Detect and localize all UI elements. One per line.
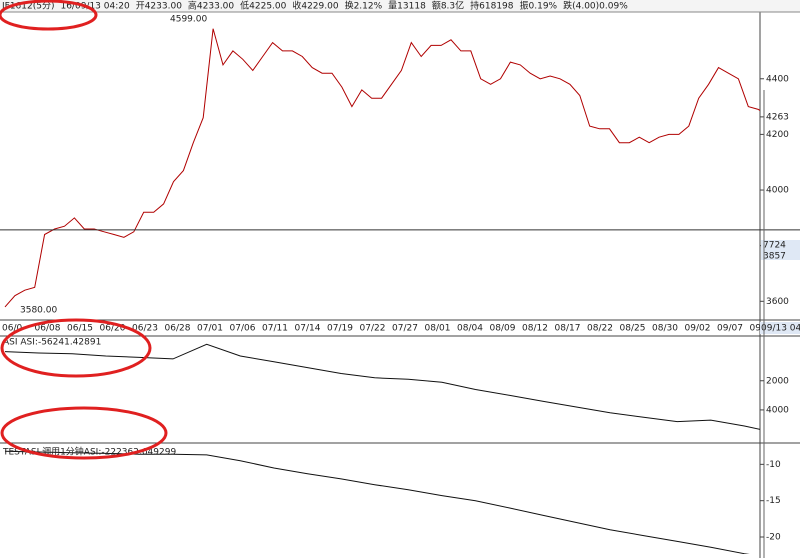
low-label: 3580.00 bbox=[20, 306, 57, 316]
x-tick-label: 08/09 bbox=[490, 324, 516, 334]
y-tick-label: 4000 bbox=[766, 186, 789, 196]
x-tick-label: 06/20 bbox=[100, 324, 126, 334]
series-line bbox=[4, 28, 760, 308]
x-tick-label: 07/06 bbox=[230, 324, 256, 334]
x-tick-label: 07/11 bbox=[262, 324, 288, 334]
annotation-circle bbox=[0, 318, 152, 378]
y-tick-label: 3600 bbox=[766, 297, 789, 307]
series-line bbox=[4, 450, 750, 554]
annotation-circle bbox=[0, 0, 98, 31]
header-field: 高4233.00 bbox=[188, 0, 234, 12]
y-tick-label: -20 bbox=[766, 533, 781, 543]
x-tick-label: 08/04 bbox=[457, 324, 483, 334]
y-tick-label: 4400 bbox=[766, 74, 789, 84]
x-tick-label: 08/22 bbox=[587, 324, 613, 334]
header-field: 持618198 bbox=[470, 0, 514, 12]
x-tick-label: 08/17 bbox=[555, 324, 581, 334]
header-field: 振0.19% bbox=[520, 0, 558, 12]
x-tick-label: 07/14 bbox=[295, 324, 321, 334]
label-box bbox=[761, 240, 800, 260]
right-label: 3857 bbox=[763, 252, 786, 262]
x-tick-label: 06/0 bbox=[2, 324, 22, 334]
y-tick-label: 4000 bbox=[766, 405, 789, 415]
x-tick-label: 08/25 bbox=[620, 324, 646, 334]
x-tick-label: 09/ bbox=[750, 324, 765, 334]
header-bar bbox=[0, 0, 800, 12]
series-line bbox=[4, 343, 760, 430]
header-field: IF1612(5分) bbox=[2, 1, 54, 12]
header-field: 跌(4.00)0.09% bbox=[563, 1, 628, 12]
y-tick-label: 4200 bbox=[766, 130, 789, 140]
x-tick-label: 06/15 bbox=[67, 324, 93, 334]
right-label: 7724 bbox=[763, 241, 786, 251]
header-field: 量13118 bbox=[388, 1, 426, 12]
x-tick-label: 09/02 bbox=[685, 324, 711, 334]
header-field: 换2.12% bbox=[345, 0, 383, 12]
cursor-box bbox=[760, 322, 800, 334]
header-field: 低4225.00 bbox=[240, 0, 286, 12]
x-tick-label: 06/08 bbox=[35, 324, 61, 334]
x-tick-label: 07/01 bbox=[197, 324, 223, 334]
x-tick-label: 07/27 bbox=[392, 324, 418, 334]
x-tick-label: 08/30 bbox=[652, 324, 678, 334]
x-tick-label: 06/23 bbox=[132, 324, 158, 334]
y-tick-label: -15 bbox=[766, 496, 781, 506]
annotation-circle bbox=[0, 406, 168, 460]
header-field: 开4233.00 bbox=[136, 1, 182, 12]
cursor-date: 09/13 04:20 bbox=[761, 324, 800, 334]
y-tick-label: 2000 bbox=[766, 376, 789, 386]
x-tick-label: 07/19 bbox=[327, 324, 353, 334]
x-tick-label: 06/28 bbox=[165, 324, 191, 334]
indicator-label: ASI ASI:-56241.42891 bbox=[3, 338, 101, 348]
high-label: 4599.00 bbox=[170, 15, 207, 25]
x-tick-label: 08/12 bbox=[522, 324, 548, 334]
header-field: 收4229.00 bbox=[292, 0, 338, 12]
header-field: 16/09/13 04:20 bbox=[60, 2, 129, 12]
header-field: 额8.3亿 bbox=[432, 0, 464, 12]
x-tick-label: 09/07 bbox=[717, 324, 743, 334]
y-tick-label: -10 bbox=[766, 460, 781, 470]
y-tick-label: 4263 bbox=[766, 112, 789, 122]
x-tick-label: 08/01 bbox=[425, 324, 451, 334]
x-tick-label: 07/22 bbox=[360, 324, 386, 334]
